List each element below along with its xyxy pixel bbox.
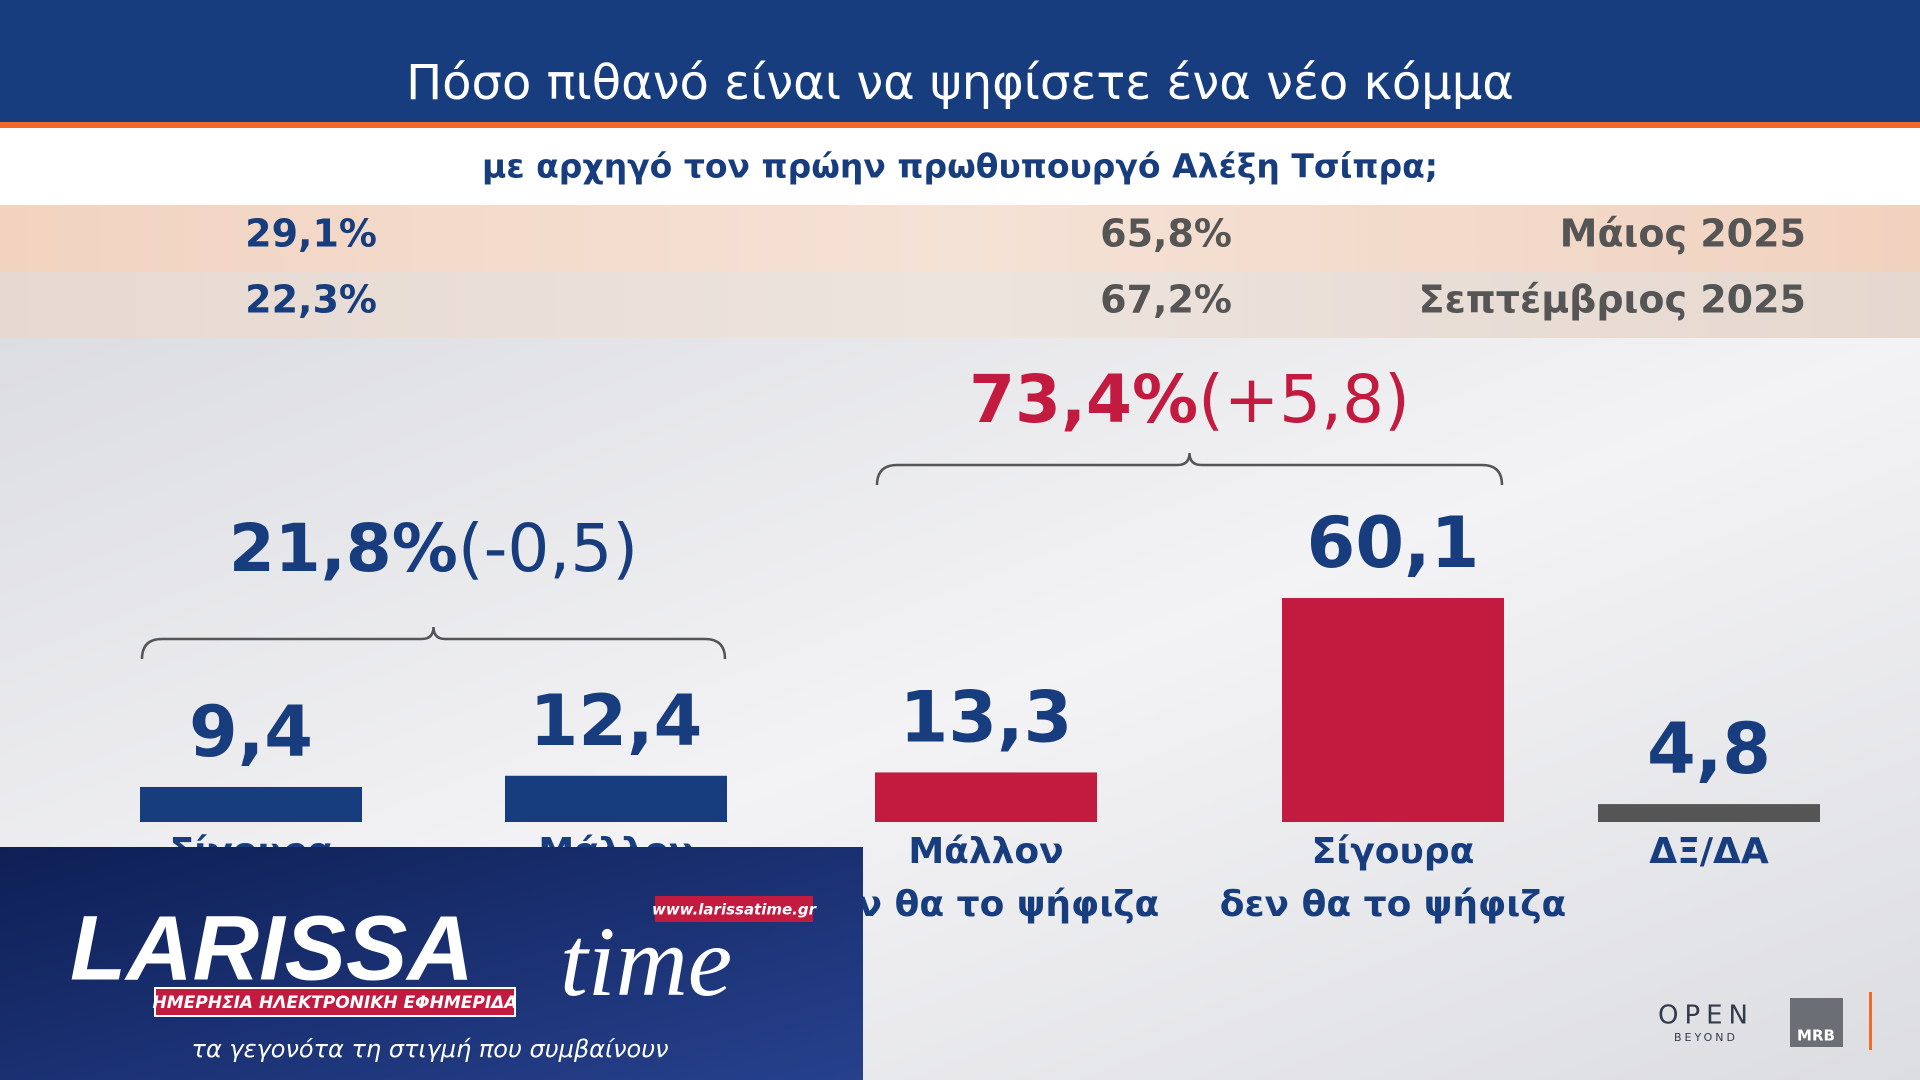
- row-cell: Μάιος 2025: [1560, 212, 1806, 256]
- logo-text: time: [560, 906, 732, 1017]
- row-cell: 65,8%: [1100, 212, 1232, 256]
- subtitle-band: [0, 128, 1920, 205]
- value-label: 4,8: [1647, 708, 1771, 790]
- row-cell: 22,3%: [245, 278, 377, 322]
- row-cell: 67,2%: [1100, 278, 1232, 322]
- open-logo: OPEN: [1658, 1001, 1754, 1031]
- bracket: [140, 626, 727, 660]
- category-label: Μάλλον δεν θα το ψήφιζα: [813, 831, 1159, 925]
- title-band: [0, 0, 1920, 122]
- category-label: ΔΞ/ΔΑ: [1649, 831, 1769, 872]
- bar: [1598, 804, 1820, 822]
- plot: 29,1% 65,8% Μάιος 2025 22,3% 67,2% Σεπτέμβριο…: [119, 212, 1820, 925]
- group-total: 73,4%: [969, 361, 1198, 438]
- category-label: Σίγουρα δεν θα το ψήφιζα: [1220, 831, 1566, 925]
- group-total: 21,8%: [229, 510, 458, 587]
- row-band: [0, 205, 1920, 272]
- group-change: (+5,8): [1198, 361, 1410, 438]
- title-accent: [0, 122, 1920, 128]
- row-cell: Σεπτέμβριος 2025: [1419, 278, 1806, 322]
- bar: [505, 775, 727, 822]
- value-label: 13,3: [900, 676, 1073, 758]
- tagline: ΗΜΕΡΗΣΙΑ ΗΛΕΚΤΡΟΝΙΚΗ ΕΦΗΜΕΡΙΔΑ: [153, 993, 518, 1013]
- category-line: δεν θα το ψήφιζα: [813, 884, 1159, 925]
- mrb-logo: MRB: [1797, 1027, 1835, 1045]
- bar: [140, 786, 362, 822]
- chart-subtitle: με αρχηγό τον πρώην πρωθυπουργό Αλέξη Τσ…: [482, 147, 1438, 186]
- category-line: ΔΞ/ΔΑ: [1649, 831, 1769, 872]
- category-line: δεν θα το ψήφιζα: [1220, 884, 1566, 925]
- chart-title: Πόσο πιθανό είναι να ψηφίσετε ένα νέο κό…: [406, 55, 1514, 111]
- group-change: (-0,5): [458, 510, 638, 587]
- group-label: 73,4%(+5,8): [969, 361, 1410, 438]
- logo-overlay: LARISSA time www.larissatime.gr ΗΜΕΡΗΣΙΑ…: [0, 847, 863, 1080]
- category-line: Σίγουρα: [1312, 831, 1475, 872]
- open-logo-sub: BEYOND: [1674, 1031, 1738, 1044]
- row-cell: 29,1%: [245, 212, 377, 256]
- group-label: 21,8%(-0,5): [229, 510, 638, 587]
- bar: [1282, 598, 1504, 822]
- logo-text: LARISSA: [70, 897, 474, 999]
- value-label: 9,4: [189, 691, 313, 773]
- row-band: [0, 272, 1920, 338]
- accent-line: [1869, 992, 1872, 1050]
- value-label: 12,4: [530, 680, 703, 762]
- url: www.larissatime.gr: [652, 901, 818, 919]
- category-line: Μάλλον: [908, 831, 1063, 872]
- bar: [875, 772, 1097, 822]
- url-box: [655, 896, 813, 922]
- value-label: 60,1: [1307, 502, 1480, 584]
- slogan: τα γεγονότα τη στιγμή που συμβαίνουν: [192, 1035, 669, 1063]
- bracket: [875, 452, 1504, 486]
- mrb-box: [1790, 998, 1843, 1047]
- logo-panel: [0, 847, 863, 1080]
- tagline-box: [154, 987, 516, 1017]
